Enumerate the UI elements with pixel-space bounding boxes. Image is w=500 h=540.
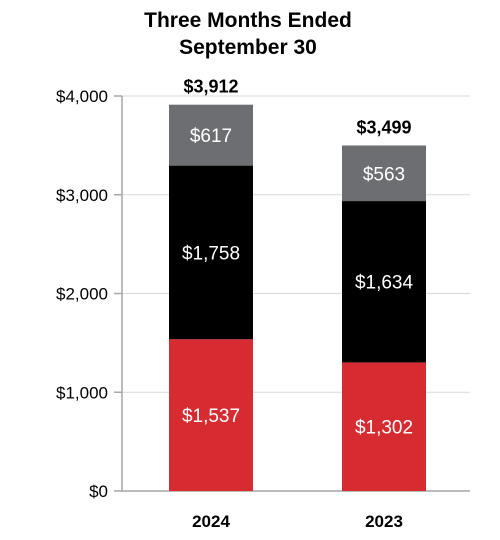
bar-segment xyxy=(169,339,253,491)
plot-area: $0 $1,000 $2,000 $3,000 $4,000 $1,537 $1,758 $6… xyxy=(56,77,470,531)
y-tick-label: $1,000 xyxy=(56,383,108,402)
chart-title-line-1: Three Months Ended xyxy=(144,9,352,32)
bar-segment xyxy=(342,201,426,363)
data-label: $1,537 xyxy=(182,406,240,427)
bar-segment xyxy=(169,104,253,166)
total-label: $3,499 xyxy=(356,117,411,137)
y-tick-label: $2,000 xyxy=(56,285,108,304)
chart-title-line-2: September 30 xyxy=(179,36,317,59)
data-label: $617 xyxy=(190,126,232,147)
bar-segment xyxy=(342,362,426,491)
y-tick-label: $3,000 xyxy=(56,186,108,205)
data-label: $563 xyxy=(363,164,405,185)
data-label: $1,302 xyxy=(355,418,413,439)
total-label: $3,912 xyxy=(183,77,238,97)
bar-segment xyxy=(169,165,253,340)
y-tick-label: $4,000 xyxy=(56,87,108,106)
data-label: $1,758 xyxy=(182,243,240,264)
y-tick-label: $0 xyxy=(89,482,108,501)
data-label: $1,634 xyxy=(355,273,414,294)
x-tick-label: 2024 xyxy=(192,512,230,531)
bar-segment xyxy=(342,145,426,202)
x-tick-label: 2023 xyxy=(365,512,403,531)
